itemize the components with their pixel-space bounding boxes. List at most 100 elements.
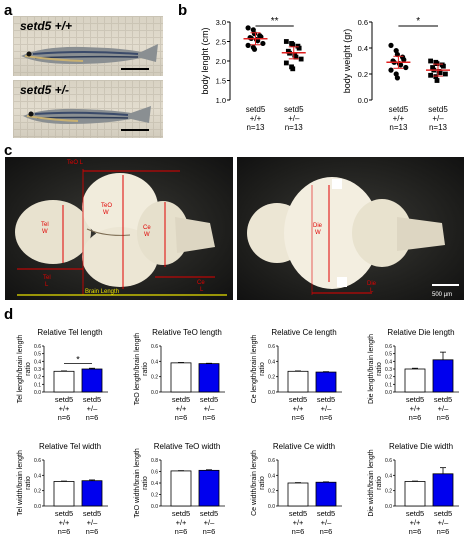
chart-rel-ce-width: Relative Ce width 0.0 0.2 0.4 0.6 Ce width/br… <box>251 442 342 536</box>
panel-label-a: a <box>4 2 13 19</box>
data-point <box>441 63 446 69</box>
y-tick-label: 0.4 <box>34 359 41 365</box>
x-category-label: n=6 <box>86 413 99 422</box>
y-tick-label: 0.2 <box>151 493 158 499</box>
scale-bar-fish-top <box>121 68 149 70</box>
data-point <box>290 66 296 72</box>
bar <box>432 359 454 393</box>
y-tick-label: 0.0 <box>358 96 368 105</box>
y-tick-label: 0.2 <box>358 70 368 79</box>
panel-label-c: c <box>4 142 13 159</box>
y-tick-label: 0.4 <box>385 359 392 365</box>
x-category-label: n=6 <box>320 413 333 422</box>
data-point <box>394 75 400 81</box>
y-tick-label: 0.1 <box>385 382 392 388</box>
panel-label-d: d <box>4 306 14 323</box>
x-category-label: +/– <box>432 114 444 123</box>
bar <box>315 371 337 393</box>
label-tel-l: Tel <box>43 275 51 281</box>
data-point <box>428 58 433 64</box>
y-tick-label: 1.0 <box>216 96 226 105</box>
bar <box>170 470 192 507</box>
data-point <box>434 78 440 83</box>
label-teo-w: TeO <box>101 203 112 209</box>
data-point <box>260 40 266 47</box>
fish-heterozygous-drawing <box>23 106 151 124</box>
x-category-label: +/+ <box>59 518 70 527</box>
y-tick-label: 0.6 <box>385 344 392 350</box>
chart-title: Relative Ce length <box>271 328 336 337</box>
chart-rel-die-width: Relative Die width 0.0 0.2 0.4 0.6 Die width/… <box>368 442 459 536</box>
y-tick-label: 0.4 <box>268 359 275 365</box>
label-die-l: Die <box>367 281 377 287</box>
chart-rel-teo-width: Relative TeO width 0.0 0.2 0.4 0.6 0.8 TeO wid… <box>134 442 225 536</box>
y-tick-label: 3.0 <box>216 18 226 27</box>
y-tick-label: 0.6 <box>268 344 275 350</box>
y-axis-label: ratio <box>142 476 149 490</box>
y-tick-label: 0.0 <box>34 504 41 510</box>
fish-photo-heterozygous: setd5 +/- <box>13 80 163 138</box>
data-point <box>443 71 448 77</box>
label-brain-length: Brain Length <box>85 289 119 295</box>
bar <box>404 481 426 507</box>
brain-photo-right: Die W Die L 500 µm <box>237 157 464 300</box>
y-tick-label: 0.4 <box>358 44 368 53</box>
x-category-label: n=6 <box>409 413 422 422</box>
bar <box>198 469 220 507</box>
data-point <box>251 31 258 37</box>
x-category-label: +/– <box>87 404 98 413</box>
y-tick-label: 0.6 <box>268 458 275 464</box>
y-tick-label: 0.6 <box>34 458 41 464</box>
chart-title: Relative TeO width <box>154 442 221 451</box>
x-category-label: setd5 <box>55 395 73 404</box>
x-category-label: setd5 <box>55 509 73 518</box>
x-category-label: +/+ <box>59 404 70 413</box>
y-tick-label: 0.2 <box>34 375 41 381</box>
y-tick-label: 0.0 <box>151 504 158 510</box>
x-category-label: +/+ <box>393 114 405 123</box>
x-category-label: +/+ <box>176 404 187 413</box>
y-tick-label: 0.5 <box>385 352 392 358</box>
chart-rel-tel-length: Relative Tel length 0.0 0.10.2 0.3 0.40.5 0.6… <box>17 328 108 422</box>
y-axis-label: Ce length/brain length <box>251 335 258 404</box>
x-category-label: setd5 <box>434 509 452 518</box>
x-category-label: n=6 <box>58 527 71 536</box>
x-category-label: n=6 <box>203 413 216 422</box>
brain-drawing-left: TeO L Tel W TeO W Ce W Tel L Ce L Brain … <box>15 160 227 296</box>
y-tick-label: 0.0 <box>34 390 41 396</box>
y-axis-label: body weight (gr) <box>342 29 352 94</box>
chart-title: Relative Tel length <box>37 328 102 337</box>
data-point <box>393 71 399 77</box>
data-point <box>393 48 399 54</box>
x-category-label: n=13 <box>429 123 448 132</box>
x-category-label: setd5 <box>406 509 424 518</box>
fish-photo-wildtype: setd5 +/+ <box>13 16 163 76</box>
y-axis-label: TeO length/brain length <box>134 333 141 405</box>
x-category-label: +/+ <box>176 518 187 527</box>
x-category-label: n=6 <box>437 527 450 536</box>
x-category-label: setd5 <box>428 105 448 114</box>
label-tel-w: Tel <box>41 222 49 228</box>
chart-title: Relative Die length <box>387 328 454 337</box>
x-category-label: n=6 <box>175 527 188 536</box>
chart-title: Relative Die width <box>389 442 453 451</box>
x-category-label: +/+ <box>293 404 304 413</box>
bar <box>53 370 75 393</box>
y-axis-label: Ce width/brain length <box>251 450 258 516</box>
data-point <box>428 72 433 78</box>
data-point <box>293 54 299 60</box>
y-tick-label: 1.5 <box>216 77 226 86</box>
y-tick-label: 0.2 <box>385 375 392 381</box>
x-category-label: +/+ <box>410 518 421 527</box>
y-tick-label: 2.0 <box>216 57 226 66</box>
x-category-label: n=6 <box>292 527 305 536</box>
y-axis-label: ratio <box>376 476 383 490</box>
genotype-label-wildtype: setd5 +/+ <box>20 19 73 33</box>
bar <box>287 370 309 393</box>
y-tick-label: 0.2 <box>268 489 275 495</box>
label-ce-l: Ce <box>197 280 205 286</box>
y-axis-label: ratio <box>142 362 149 376</box>
svg-text:L: L <box>370 288 374 294</box>
y-tick-label: 0.2 <box>34 489 41 495</box>
